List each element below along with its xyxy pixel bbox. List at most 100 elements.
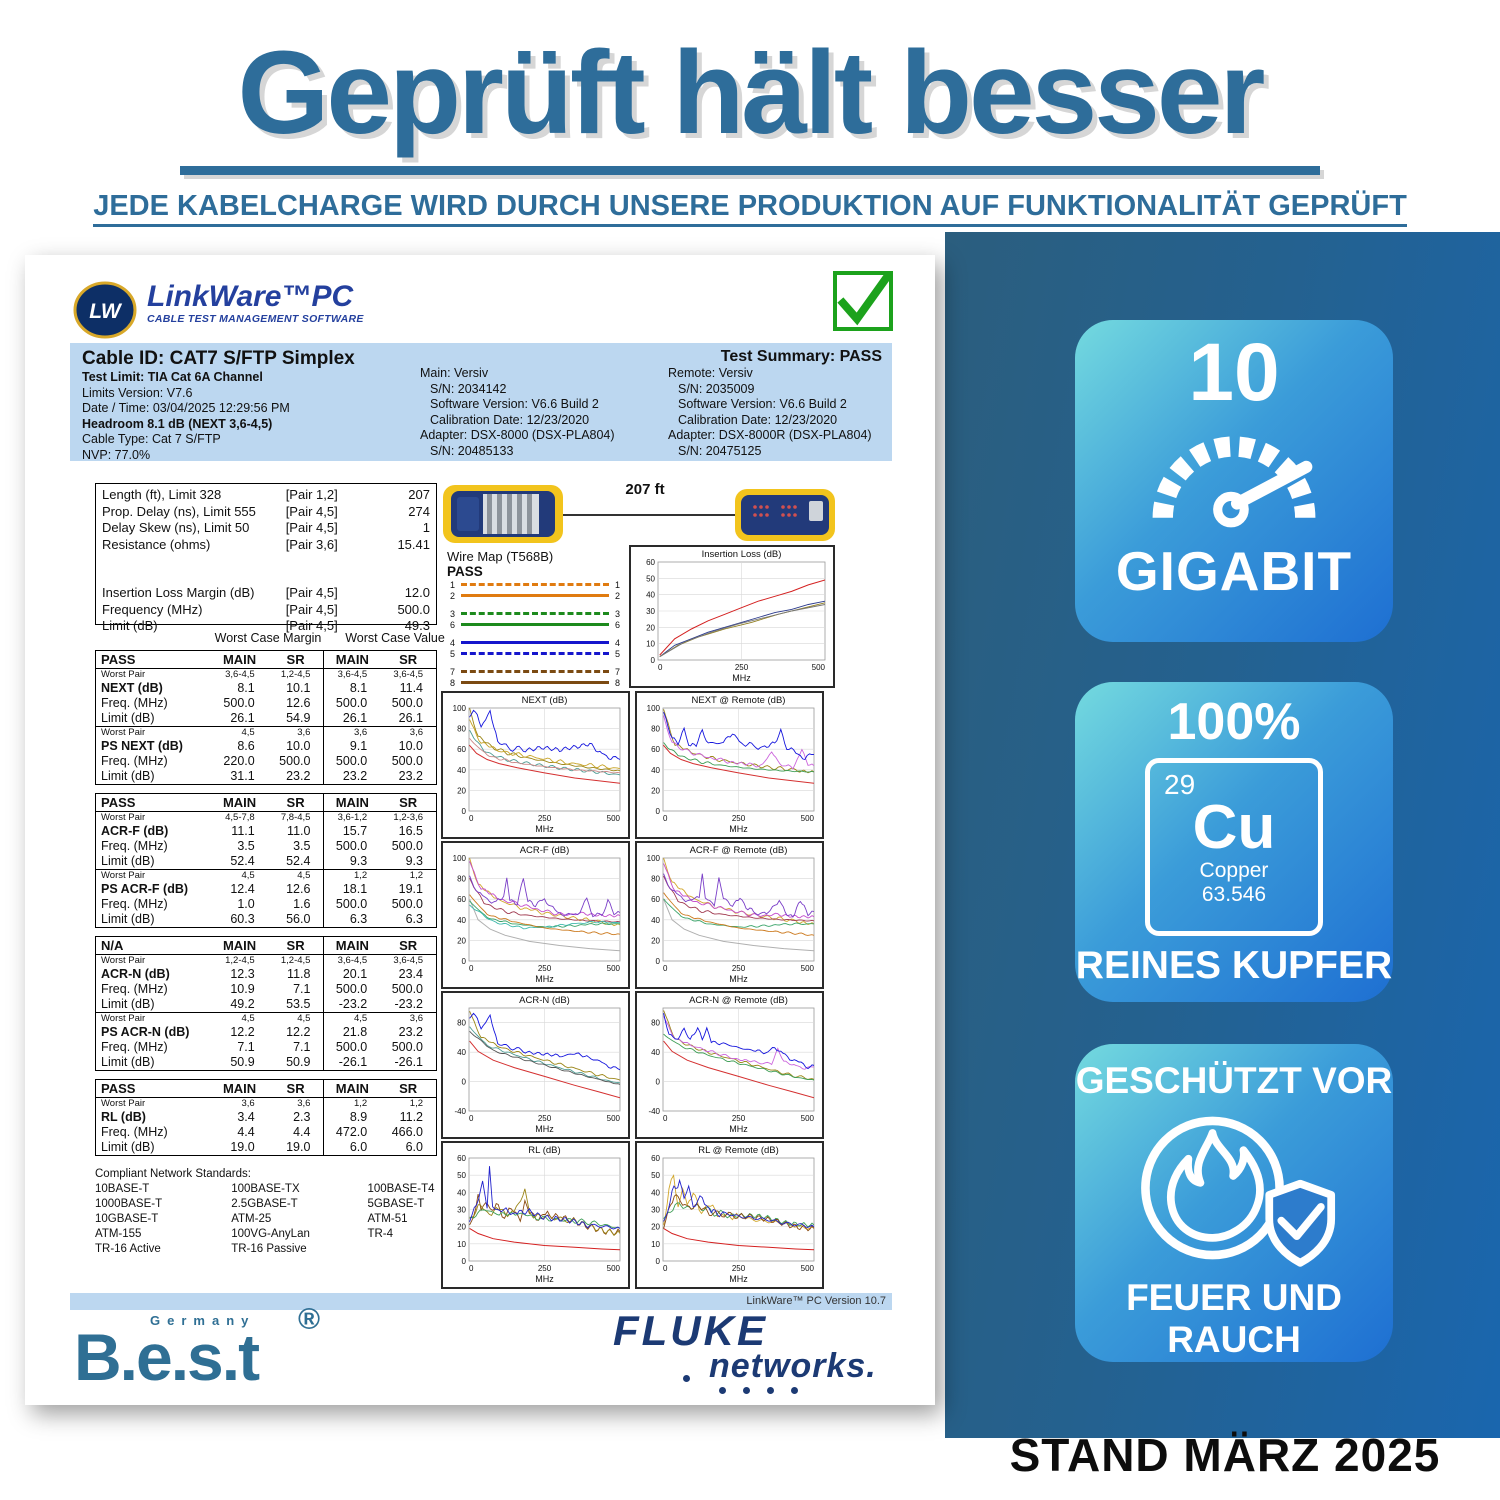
svg-text:40: 40 <box>651 1188 660 1197</box>
fluke-dot-icon <box>683 1375 690 1382</box>
info-line: Software Version: V6.6 Build 2 <box>430 397 599 411</box>
svg-text:0: 0 <box>469 814 474 823</box>
svg-text:40: 40 <box>651 1048 660 1057</box>
svg-text:80: 80 <box>457 875 466 884</box>
page-title: Geprüft hält besser <box>237 27 1266 159</box>
info-line: S/N: 20485133 <box>430 443 514 458</box>
table-row: ACR-N (dB) 12.3 11.8 20.1 23.4 <box>101 967 423 982</box>
pass-checkmark-box <box>833 271 893 331</box>
info-line: Date / Time: 03/04/2025 12:29:56 PM <box>82 401 290 415</box>
info-line: Adapter: DSX-8000R (DSX-PLA804) <box>668 428 872 442</box>
fluke-networks-logo: FLUKE networks. <box>613 1307 903 1397</box>
test-report-sheet: LW LinkWare™PC CABLE TEST MANAGEMENT SOF… <box>25 255 935 1405</box>
table-row: Frequency (MHz) [Pair 4,5] 500.0 <box>102 601 430 617</box>
svg-text:ACR-N @ Remote (dB): ACR-N @ Remote (dB) <box>689 995 788 1006</box>
svg-text:60: 60 <box>457 1154 466 1163</box>
section-header-row: PASS MAIN SR MAIN SR <box>95 793 437 812</box>
svg-text:100: 100 <box>647 854 661 863</box>
svg-text:RL @ Remote (dB): RL @ Remote (dB) <box>698 1145 779 1156</box>
title-underline <box>180 166 1320 175</box>
report-footer-band: LinkWare™ PC Version 10.7 <box>70 1293 892 1310</box>
fluke-dot-icon <box>719 1387 726 1394</box>
copper-mass: 63.546 <box>1201 883 1267 906</box>
main-device-info: Main: Versiv S/N: 2034142 Software Version… <box>420 366 665 459</box>
section-header-row: N/A MAIN SR MAIN SR <box>95 936 437 955</box>
svg-text:MHz: MHz <box>535 1124 554 1134</box>
svg-text:250: 250 <box>538 814 552 823</box>
svg-text:-40: -40 <box>648 1107 660 1116</box>
table-row: Worst Pair 4,5 4,5 1,2 1,2 <box>95 869 437 882</box>
table-row: Limit (dB) 60.3 56.0 6.3 6.3 <box>101 912 423 928</box>
fire-protection-bottom-label: FEUER UND RAUCH <box>1126 1277 1342 1360</box>
info-line: Main: Versiv <box>420 366 489 380</box>
table-row: Freq. (MHz) 1.0 1.6 500.0 500.0 <box>101 897 423 912</box>
svg-text:10: 10 <box>646 640 655 649</box>
svg-text:500: 500 <box>801 1264 815 1273</box>
results-section-table: PASS MAIN SR MAIN SR Worst Pair 4,5-7,8 7,8-4,5… <box>95 793 437 928</box>
svg-text:MHz: MHz <box>729 824 748 834</box>
svg-text:0: 0 <box>656 1257 661 1266</box>
standards-column: 100BASE-TX 2.5GBASE-T ATM-25 100VG-AnyLan TR… <box>231 1183 310 1255</box>
svg-text:0: 0 <box>462 807 467 816</box>
registered-trademark-icon: ® <box>298 1303 321 1336</box>
fluke-dot-icon <box>767 1387 774 1394</box>
linkware-name: LinkWare™PC <box>147 280 354 313</box>
linkware-badge-text: LW <box>89 300 123 323</box>
svg-text:MHz: MHz <box>535 824 554 834</box>
svg-text:40: 40 <box>457 1048 466 1057</box>
badge-10-gigabit: 10 GIGABIT <box>1075 320 1393 642</box>
svg-text:20: 20 <box>457 786 466 795</box>
badge-fire-protection: GESCHÜTZT VOR FEUER UND RAUCH <box>1075 1044 1393 1362</box>
svg-text:30: 30 <box>651 1206 660 1215</box>
svg-text:40: 40 <box>457 916 466 925</box>
gigabit-number: 10 <box>1188 327 1280 418</box>
table-row: Freq. (MHz) 4.4 4.4 472.0 466.0 <box>101 1125 423 1140</box>
info-line: S/N: 2034142 <box>430 381 507 396</box>
svg-text:Insertion Loss (dB): Insertion Loss (dB) <box>702 549 782 560</box>
svg-text:500: 500 <box>607 1114 621 1123</box>
svg-text:0: 0 <box>663 814 668 823</box>
subtitle: JEDE KABELCHARGE WIRD DURCH UNSERE PRODU… <box>0 190 1500 227</box>
svg-text:0: 0 <box>663 1114 668 1123</box>
svg-text:500: 500 <box>801 814 815 823</box>
report-header-band: Cable ID: CAT7 S/FTP Simplex Test Limit: … <box>70 343 893 462</box>
svg-text:50: 50 <box>651 1171 660 1180</box>
table-row: PS NEXT (dB) 8.6 10.0 9.1 10.0 <box>101 739 423 754</box>
table-row: ACR-F (dB) 11.1 11.0 15.7 16.5 <box>101 824 423 839</box>
svg-text:0: 0 <box>656 957 661 966</box>
table-row: Freq. (MHz) 3.5 3.5 500.0 500.0 <box>101 839 423 854</box>
chart-next-remote: NEXT @ Remote (dB) 0 20 40 60 80 100 0 250 500 MHz <box>635 691 824 839</box>
svg-text:50: 50 <box>646 574 655 583</box>
results-section-table: N/A MAIN SR MAIN SR Worst Pair 1,2-4,5 1,2-4,5 3… <box>95 936 437 1071</box>
table-row <box>102 553 430 585</box>
remote-device-info: Remote: Versiv S/N: 2035009 Software Versi… <box>668 366 893 459</box>
table-row: Insertion Loss Margin (dB) [Pair 4,5] 12.0 <box>102 585 430 600</box>
info-line: Test Limit: TIA Cat 6A Channel <box>82 370 263 384</box>
table-row: Delay Skew (ns), Limit 50 [Pair 4,5] 1 <box>102 520 430 535</box>
svg-text:500: 500 <box>607 1264 621 1273</box>
compliant-standards: Compliant Network Standards: 10BASE-T 100… <box>95 1167 455 1257</box>
svg-text:100: 100 <box>647 704 661 713</box>
svg-text:80: 80 <box>457 1019 466 1028</box>
svg-text:0: 0 <box>469 1114 474 1123</box>
info-line: Adapter: DSX-8000 (DSX-PLA804) <box>420 428 615 442</box>
subtitle-text: JEDE KABELCHARGE WIRD DURCH UNSERE PRODU… <box>93 190 1407 227</box>
info-line: Cable Type: Cat 7 S/FTP <box>82 432 221 446</box>
svg-text:30: 30 <box>646 607 655 616</box>
svg-text:60: 60 <box>457 895 466 904</box>
copper-atomic-number: 29 <box>1164 769 1196 800</box>
svg-text:0: 0 <box>462 1078 467 1087</box>
tester-devices-icon <box>443 485 835 543</box>
results-sections: PASS MAIN SR MAIN SR Worst Pair 3,6-4,5 1,2-4,5… <box>95 650 437 1164</box>
svg-text:60: 60 <box>646 558 655 567</box>
table-row: Worst Pair 3,6-4,5 1,2-4,5 3,6-4,5 3,6-4,5 <box>101 668 423 681</box>
table-row: Worst Pair 4,5-7,8 7,8-4,5 3,6-1,2 1,2-3,6 <box>101 811 423 824</box>
svg-text:ACR-F (dB): ACR-F (dB) <box>520 845 570 856</box>
